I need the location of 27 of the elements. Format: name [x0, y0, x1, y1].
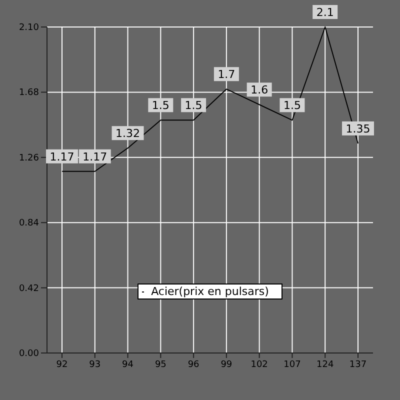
y-tick-label: 1.26	[18, 153, 40, 164]
data-label: 2.1	[316, 6, 334, 19]
y-tick-label: 1.68	[18, 88, 40, 98]
y-tick-label: 0.84	[18, 218, 40, 229]
data-label: 1.17	[50, 150, 74, 164]
data-label: 1.35	[346, 122, 370, 136]
y-tick-label: 0.42	[18, 284, 39, 294]
data-label: 1.6	[250, 84, 268, 97]
x-tick-label: 95	[154, 360, 166, 370]
data-label: 1.32	[116, 127, 140, 140]
data-label: 1.5	[184, 99, 202, 112]
x-tick-label: 99	[220, 360, 232, 370]
x-tick-label: 137	[349, 360, 367, 370]
legend-label: Acier(prix en pulsars)	[151, 285, 269, 298]
data-label: 1.5	[152, 99, 170, 112]
y-tick-label: 0.00	[18, 349, 40, 359]
x-tick-label: 102	[250, 360, 268, 370]
y-tick-label: 2.10	[18, 23, 40, 33]
x-tick-label: 93	[89, 360, 101, 370]
data-label: 1.5	[283, 99, 301, 112]
x-tick-label: 92	[56, 360, 68, 370]
data-label: 1.17	[82, 150, 108, 164]
x-tick-label: 124	[316, 360, 334, 370]
x-tick-label: 107	[284, 360, 301, 370]
data-label: 1.7	[218, 68, 236, 82]
x-tick-label: 96	[188, 360, 200, 370]
x-tick-label: 94	[122, 360, 134, 370]
